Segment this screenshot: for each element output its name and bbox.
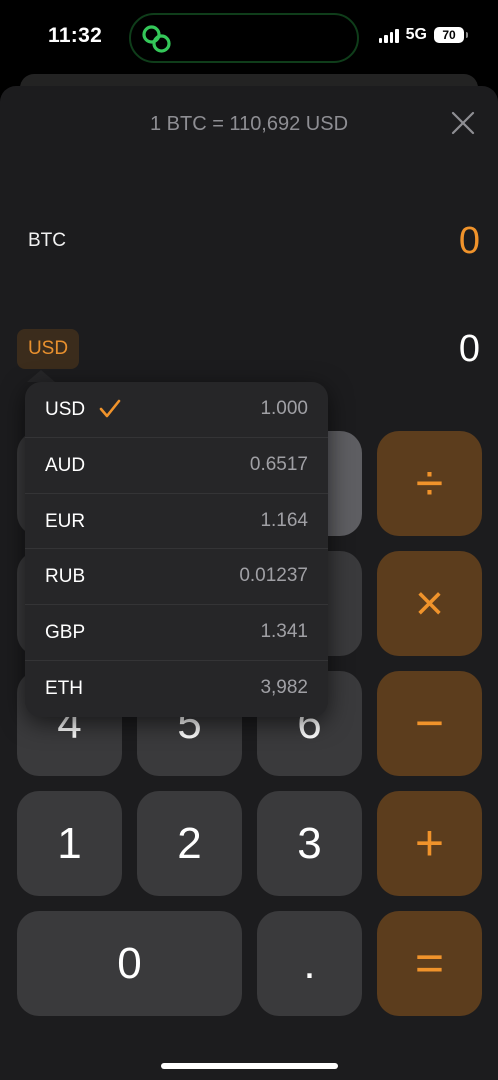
from-currency-label[interactable]: BTC bbox=[28, 230, 66, 251]
decimal-button[interactable]: . bbox=[257, 911, 362, 1016]
network-type: 5G bbox=[405, 26, 427, 43]
dropdown-item-eur[interactable]: EUR 1.164 bbox=[25, 494, 328, 550]
signal-icon bbox=[378, 28, 399, 43]
status-time: 11:32 bbox=[48, 24, 103, 47]
key-0[interactable]: 0 bbox=[17, 911, 242, 1016]
dynamic-island[interactable] bbox=[129, 13, 359, 63]
dropdown-item-code: GBP bbox=[45, 622, 86, 644]
dropdown-item-code: USD bbox=[45, 399, 86, 420]
dropdown-item-rate: 0.01237 bbox=[239, 565, 308, 587]
dropdown-item-eth[interactable]: ETH 3,982 bbox=[25, 661, 328, 717]
status-bar: 11:32 5G 70 bbox=[0, 0, 498, 76]
minus-button[interactable]: − bbox=[377, 671, 482, 776]
home-indicator[interactable] bbox=[161, 1063, 338, 1069]
close-icon[interactable] bbox=[450, 110, 476, 136]
key-3[interactable]: 3 bbox=[257, 791, 362, 896]
equals-button[interactable]: = bbox=[377, 911, 482, 1016]
dropdown-item-code: EUR bbox=[45, 510, 86, 532]
to-amount: 0 bbox=[458, 328, 480, 370]
key-2[interactable]: 2 bbox=[137, 791, 242, 896]
status-indicators: 5G 70 bbox=[378, 26, 468, 44]
dropdown-item-rub[interactable]: RUB 0.01237 bbox=[25, 549, 328, 606]
from-amount: 0 bbox=[458, 220, 480, 262]
dropdown-item-code: AUD bbox=[45, 454, 86, 476]
dropdown-item-gbp[interactable]: GBP 1.341 bbox=[25, 605, 328, 661]
dropdown-pointer bbox=[27, 370, 55, 382]
link-icon bbox=[142, 25, 171, 53]
divide-button[interactable]: ÷ bbox=[377, 431, 482, 536]
dropdown-item-usd[interactable]: USD 1.000 bbox=[25, 382, 328, 438]
plus-button[interactable]: + bbox=[377, 791, 482, 896]
dropdown-item-rate: 1.000 bbox=[260, 398, 308, 419]
multiply-button[interactable]: × bbox=[377, 551, 482, 656]
battery-icon: 70 bbox=[434, 27, 468, 43]
currency-dropdown: USD 1.000 AUD 0.6517 EUR 1.164 RUB 0.012… bbox=[25, 382, 328, 717]
to-currency-button[interactable]: USD bbox=[17, 329, 79, 369]
key-1[interactable]: 1 bbox=[17, 791, 122, 896]
dropdown-item-code: RUB bbox=[45, 566, 86, 588]
checkmark-icon bbox=[99, 399, 121, 418]
dropdown-item-rate: 1.164 bbox=[260, 509, 308, 531]
exchange-rate-title: 1 BTC = 110,692 USD bbox=[149, 113, 349, 135]
dropdown-item-rate: 1.341 bbox=[260, 621, 308, 643]
dropdown-item-aud[interactable]: AUD 0.6517 bbox=[25, 438, 328, 494]
dropdown-item-rate: 0.6517 bbox=[249, 453, 308, 475]
dropdown-item-code: ETH bbox=[45, 677, 83, 699]
dropdown-item-rate: 3,982 bbox=[260, 676, 308, 698]
